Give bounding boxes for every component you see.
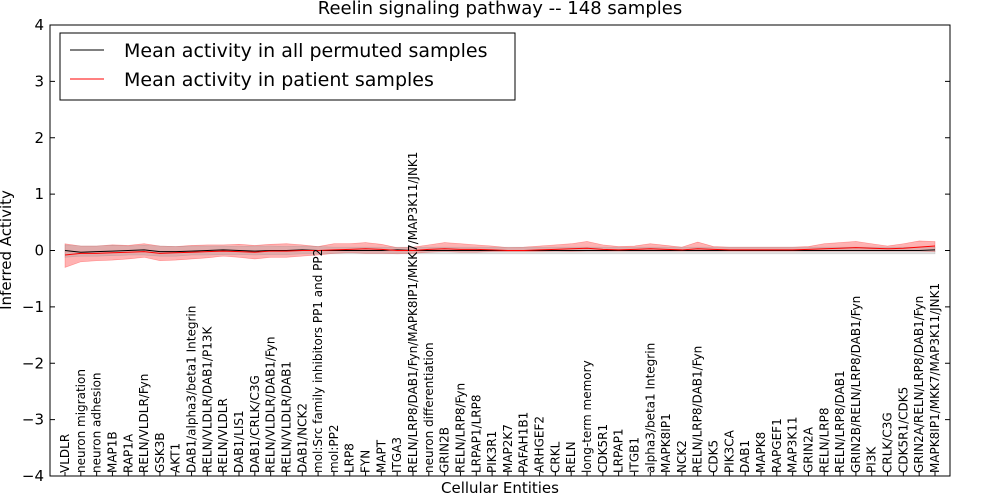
x-tick-label: FYN — [359, 450, 373, 473]
x-tick-label: MAP3K11 — [786, 416, 800, 473]
y-axis: −4 −3 −2 −1 0 1 2 3 4 — [22, 16, 950, 485]
x-tick-label: DAB1/NCK2 — [295, 403, 309, 473]
x-tick-label: CDK5R1/CDK5 — [896, 387, 910, 473]
x-tick-label: CDK5 — [707, 440, 721, 473]
y-tick-label: 0 — [34, 242, 44, 260]
legend-box — [59, 32, 516, 101]
x-tick-label: MAP2K7 — [501, 424, 515, 473]
x-tick-label: alpha3/beta1 Integrin — [643, 343, 657, 473]
x-tick-label: LRPAP1 — [612, 428, 626, 473]
y-tick-label: 3 — [34, 72, 44, 90]
x-tick-label: RELN/VLDLR/DAB1/P13K — [200, 326, 214, 473]
x-tick-label: MAP1B — [105, 431, 119, 473]
legend-label-permuted: Mean activity in all permuted samples — [124, 40, 487, 62]
x-tick-label: RELN/LRP8 — [817, 407, 831, 473]
x-tick-label: PIK3R1 — [485, 431, 499, 473]
x-tick-label: CRKL — [548, 441, 562, 473]
x-tick-label: GRIN2B — [438, 427, 452, 473]
band-permuted — [64, 244, 936, 258]
y-tick-label: 2 — [34, 129, 44, 147]
series-line-patient — [64, 245, 936, 256]
x-tick-label: DAB1/alpha3/beta1 Integrin — [185, 306, 199, 473]
x-tick-label: MAPK8IP1 — [659, 413, 673, 473]
y-tick-label: 4 — [34, 16, 44, 34]
x-tick-label: DAB1/LIS1 — [232, 410, 246, 473]
x-tick-label: neuron differentiation — [422, 342, 436, 473]
x-tick-label: RELN/VLDLR/DAB1/Fyn — [264, 337, 278, 473]
legend: Mean activity in all permuted samples Me… — [59, 32, 516, 101]
band-patient — [64, 240, 936, 268]
x-tick-label: neuron migration — [74, 369, 88, 473]
bands-layer — [64, 240, 936, 268]
x-tick-label: RELN/LRP8/DAB1/Fyn/MAPK8IP1/MKK7/MAP3K11… — [406, 152, 420, 473]
x-tick-label: mol:PP2 — [327, 424, 341, 473]
x-tick-label: CDK5R1 — [596, 424, 610, 473]
y-tick-label: −2 — [22, 354, 44, 372]
x-tick-label: PI3K — [865, 446, 879, 473]
x-tick-label: MAPK8IP1/MKK7/MAP3K11/JNK1 — [928, 283, 942, 473]
x-tick-label: RELN/LRP8/DAB1 — [833, 370, 847, 473]
x-tick-label: MAPT — [374, 439, 388, 473]
x-tick-label: GSK3B — [153, 432, 167, 473]
x-tick-label: GRIN2A/RELN/LRP8/DAB1/Fyn — [912, 296, 926, 473]
x-tick-label: MAPK8 — [754, 432, 768, 473]
x-axis-label: Cellular Entities — [441, 479, 559, 497]
x-tick-label: PIK3CA — [722, 429, 736, 473]
y-tick-label: −4 — [22, 467, 44, 485]
x-axis: VLDLR neuron migration neuron adhesion MAP1… — [58, 152, 942, 476]
x-tick-label: RELN/LRP8/Fyn — [453, 383, 467, 473]
y-tick-label: −3 — [22, 411, 44, 429]
x-tick-label: RELN/LRP8/DAB1/Fyn — [691, 346, 705, 473]
x-tick-label: LRP8 — [343, 443, 357, 473]
x-tick-label: long-term memory — [580, 360, 594, 473]
x-tick-label: RELN/VLDLR — [216, 398, 230, 473]
x-tick-label: PAFAH1B1 — [517, 412, 531, 473]
x-tick-label: LRPAP1/LRP8 — [469, 394, 483, 473]
x-tick-label: RAPGEF1 — [770, 418, 784, 473]
x-tick-label: neuron adhesion — [90, 372, 104, 473]
x-tick-label: ARHGEF2 — [533, 416, 547, 473]
x-tick-label: mol:Src family inhibitors PP1 and PP2 — [311, 249, 325, 473]
chart-title: Reelin signaling pathway -- 148 samples — [318, 0, 682, 19]
x-tick-label: DAB1/CRLK/C3G — [248, 375, 262, 473]
y-tick-label: 1 — [34, 185, 44, 203]
x-tick-label: RELN/VLDLR/Fyn — [137, 374, 151, 473]
y-axis-label: Inferred Activity — [0, 190, 15, 310]
x-tick-label: ITGA3 — [390, 437, 404, 473]
x-tick-label: VLDLR — [58, 434, 72, 473]
x-tick-label: NCK2 — [675, 440, 689, 473]
x-tick-label: GRIN2B/RELN/LRP8/DAB1/Fyn — [849, 296, 863, 473]
legend-label-patient: Mean activity in patient samples — [124, 69, 434, 91]
x-tick-label: AKT1 — [169, 443, 183, 473]
x-tick-label: CRLK/C3G — [881, 412, 895, 473]
x-tick-label: GRIN2A — [801, 426, 815, 473]
x-tick-label: DAB1 — [738, 440, 752, 473]
x-tick-label: RELN — [564, 441, 578, 473]
x-tick-label: RELN/VLDLR/DAB1 — [279, 361, 293, 473]
lines-layer — [64, 245, 936, 256]
x-tick-label: ITGB1 — [627, 437, 641, 473]
y-tick-label: −1 — [22, 298, 44, 316]
x-tick-label: RAP1A — [121, 433, 135, 473]
